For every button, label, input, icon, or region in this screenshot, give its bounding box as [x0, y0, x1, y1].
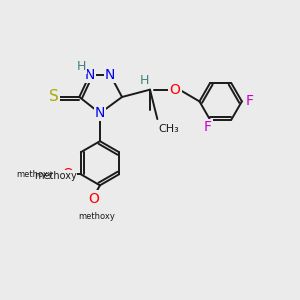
- Text: methoxy: methoxy: [16, 170, 53, 179]
- Text: F: F: [204, 120, 212, 134]
- Text: H: H: [77, 60, 86, 73]
- Text: N: N: [85, 68, 95, 82]
- Text: N: N: [95, 106, 105, 120]
- Text: O: O: [169, 82, 181, 97]
- Text: methoxy: methoxy: [79, 212, 116, 221]
- Text: CH₃: CH₃: [159, 124, 180, 134]
- Text: methoxy: methoxy: [34, 171, 76, 181]
- Text: N: N: [105, 68, 116, 82]
- Text: F: F: [246, 94, 254, 108]
- Text: S: S: [50, 89, 59, 104]
- Text: H: H: [140, 74, 149, 87]
- Text: O: O: [62, 167, 73, 181]
- Text: O: O: [88, 192, 100, 206]
